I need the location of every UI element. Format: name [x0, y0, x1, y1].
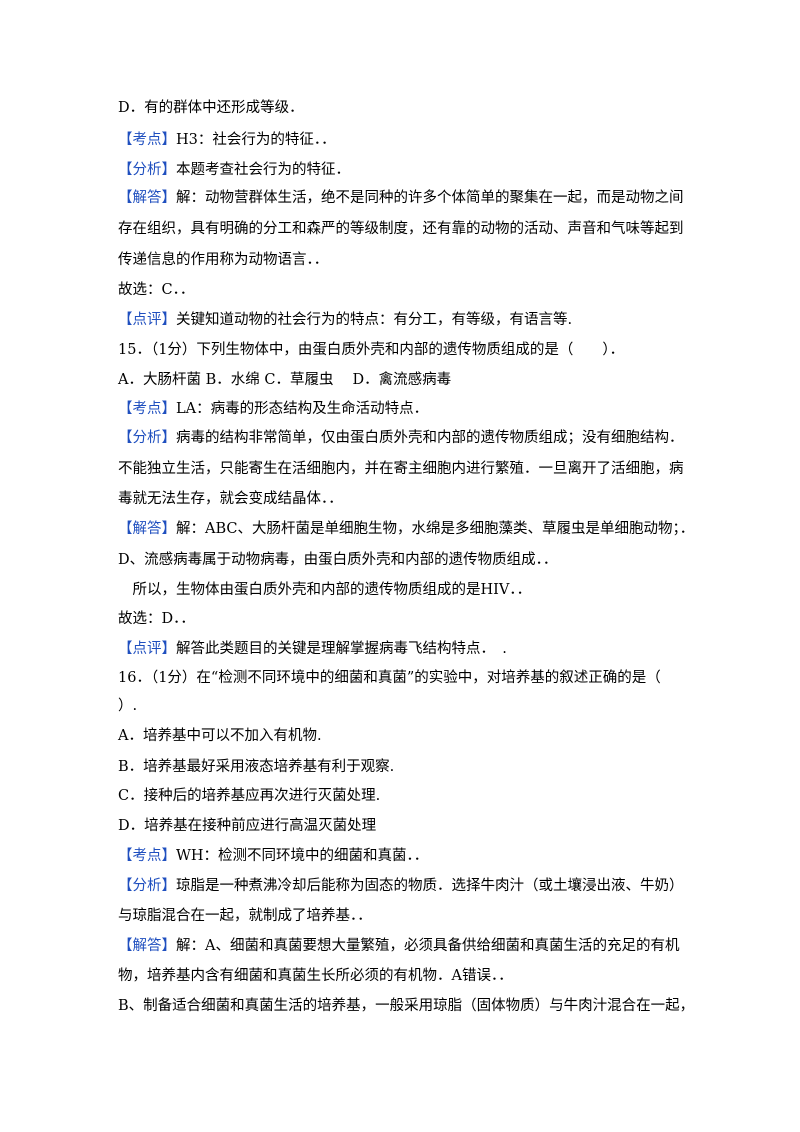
- text-line: 【点评】解答此类题目的关键是理解掌握病毒飞结构特点． .: [118, 639, 688, 659]
- text-line: A．培养基中可以不加入有机物.: [118, 726, 688, 746]
- text-line: 与琼脂混合在一起，就制成了培养基．．: [118, 906, 688, 926]
- line-text: 不能独立生活，只能寄生在活细胞内，并在寄主细胞内进行繁殖．一旦离开了活细胞，病: [118, 461, 684, 477]
- section-tag: 【考点】: [118, 132, 176, 148]
- text-line: D、流感病毒属于动物病毒，由蛋白质外壳和内部的遗传物质组成．．: [118, 550, 688, 570]
- line-text: 16．（1分）在“检测不同环境中的细菌和真菌”的实验中，对培养基的叙述正确的是（: [118, 670, 661, 686]
- text-line: 不能独立生活，只能寄生在活细胞内，并在寄主细胞内进行繁殖．一旦离开了活细胞，病: [118, 459, 688, 479]
- text-line: 【解答】解：A、细菌和真菌要想大量繁殖，必须具备供给细菌和真菌生活的充足的有机: [118, 936, 688, 956]
- text-line: 【点评】关键知道动物的社会行为的特点：有分工，有等级，有语言等.: [118, 310, 688, 330]
- line-text: D、流感病毒属于动物病毒，由蛋白质外壳和内部的遗传物质组成．．: [118, 552, 558, 568]
- line-text: ）.: [118, 698, 138, 714]
- line-text: 毒就无法生存，就会变成结晶体．．: [118, 491, 343, 507]
- section-tag: 【考点】: [118, 401, 176, 417]
- text-line: 存在组织，具有明确的分工和森严的等级制度，还有靠的动物的活动、声音和气味等起到: [118, 219, 688, 239]
- section-tag: 【分析】: [118, 430, 176, 446]
- line-text: D．有的群体中还形成等级．: [118, 100, 304, 116]
- text-line: B．培养基最好采用液态培养基有利于观察.: [118, 757, 688, 777]
- line-text: 琼脂是一种煮沸冷却后能称为固态的物质．选择牛肉汁（或土壤浸出液、牛奶）: [176, 878, 684, 894]
- text-line: C．接种后的培养基应再次进行灭菌处理.: [118, 786, 688, 806]
- text-line: 【解答】解：动物营群体生活，绝不是同种的许多个体简单的聚集在一起，而是动物之间: [118, 188, 688, 208]
- line-text: 解：动物营群体生活，绝不是同种的许多个体简单的聚集在一起，而是动物之间: [176, 190, 684, 206]
- line-text: 所以，生物体由蛋白质外壳和内部的遗传物质组成的是HIV．．: [118, 582, 532, 598]
- text-line: 传递信息的作用称为动物语言．．: [118, 250, 688, 270]
- text-line: 【分析】琼脂是一种煮沸冷却后能称为固态的物质．选择牛肉汁（或土壤浸出液、牛奶）: [118, 876, 688, 896]
- section-tag: 【分析】: [118, 162, 176, 178]
- line-text: 病毒的结构非常简单，仅由蛋白质外壳和内部的遗传物质组成；没有细胞结构．: [176, 430, 684, 446]
- text-line: 故选：D．．: [118, 609, 688, 629]
- section-tag: 【解答】: [118, 190, 176, 206]
- line-text: A．大肠杆菌 B．水绵 C．草履虫 D．禽流感病毒: [118, 372, 452, 388]
- text-line: 所以，生物体由蛋白质外壳和内部的遗传物质组成的是HIV．．: [118, 580, 688, 600]
- line-text: C．接种后的培养基应再次进行灭菌处理.: [118, 788, 381, 804]
- text-line: 16．（1分）在“检测不同环境中的细菌和真菌”的实验中，对培养基的叙述正确的是（: [118, 668, 688, 688]
- text-line: 15．（1分）下列生物体中，由蛋白质外壳和内部的遗传物质组成的是（ ）．: [118, 340, 688, 360]
- line-text: 故选：D．．: [118, 611, 195, 627]
- line-text: 传递信息的作用称为动物语言．．: [118, 252, 329, 268]
- line-text: 故选：C．．: [118, 282, 195, 298]
- text-line: D．培养基在接种前应进行高温灭菌处理: [118, 816, 688, 836]
- text-line: 故选：C．．: [118, 280, 688, 300]
- text-line: 【考点】H3：社会行为的特征．．: [118, 130, 688, 150]
- section-tag: 【点评】: [118, 641, 176, 657]
- section-tag: 【分析】: [118, 878, 176, 894]
- line-text: H3：社会行为的特征．．: [176, 132, 336, 148]
- line-text: 与琼脂混合在一起，就制成了培养基．．: [118, 908, 372, 924]
- line-text: 解答此类题目的关键是理解掌握病毒飞结构特点． .: [176, 641, 507, 657]
- line-text: D．培养基在接种前应进行高温灭菌处理: [118, 818, 377, 834]
- text-line: D．有的群体中还形成等级．: [118, 98, 688, 118]
- line-text: 15．（1分）下列生物体中，由蛋白质外壳和内部的遗传物质组成的是（ ）．: [118, 342, 625, 358]
- line-text: 存在组织，具有明确的分工和森严的等级制度，还有靠的动物的活动、声音和气味等起到: [118, 221, 684, 237]
- line-text: WH：检测不同环境中的细菌和真菌．．: [176, 848, 429, 864]
- section-tag: 【解答】: [118, 521, 176, 537]
- line-text: B、制备适合细菌和真菌生活的培养基，一般采用琼脂（固体物质）与牛肉汁混合在一起，: [118, 998, 695, 1014]
- text-line: 【解答】解：ABC、大肠杆菌是单细胞生物，水绵是多细胞藻类、草履虫是单细胞动物；…: [118, 519, 694, 539]
- text-line: 【分析】本题考查社会行为的特征．: [118, 160, 688, 180]
- line-text: 物，培养基内含有细菌和真菌生长所必须的有机物．A错误．．: [118, 968, 513, 984]
- section-tag: 【考点】: [118, 848, 176, 864]
- text-line: 物，培养基内含有细菌和真菌生长所必须的有机物．A错误．．: [118, 966, 688, 986]
- line-text: 本题考查社会行为的特征．: [176, 162, 350, 178]
- section-tag: 【解答】: [118, 938, 176, 954]
- line-text: 解：A、细菌和真菌要想大量繁殖，必须具备供给细菌和真菌生活的充足的有机: [176, 938, 680, 954]
- line-text: LA：病毒的形态结构及生命活动特点．: [176, 401, 429, 417]
- line-text: 关键知道动物的社会行为的特点：有分工，有等级，有语言等.: [176, 312, 573, 328]
- text-line: ）.: [118, 696, 688, 716]
- line-text: 解：ABC、大肠杆菌是单细胞生物，水绵是多细胞藻类、草履虫是单细胞动物；．: [176, 521, 695, 537]
- line-text: A．培养基中可以不加入有机物.: [118, 728, 322, 744]
- line-text: B．培养基最好采用液态培养基有利于观察.: [118, 759, 395, 775]
- text-line: 毒就无法生存，就会变成结晶体．．: [118, 489, 688, 509]
- text-line: B、制备适合细菌和真菌生活的培养基，一般采用琼脂（固体物质）与牛肉汁混合在一起，: [118, 996, 694, 1016]
- section-tag: 【点评】: [118, 312, 176, 328]
- text-line: 【考点】WH：检测不同环境中的细菌和真菌．．: [118, 846, 688, 866]
- text-line: A．大肠杆菌 B．水绵 C．草履虫 D．禽流感病毒: [118, 370, 688, 390]
- text-line: 【分析】病毒的结构非常简单，仅由蛋白质外壳和内部的遗传物质组成；没有细胞结构．: [118, 428, 688, 448]
- text-line: 【考点】LA：病毒的形态结构及生命活动特点．: [118, 399, 688, 419]
